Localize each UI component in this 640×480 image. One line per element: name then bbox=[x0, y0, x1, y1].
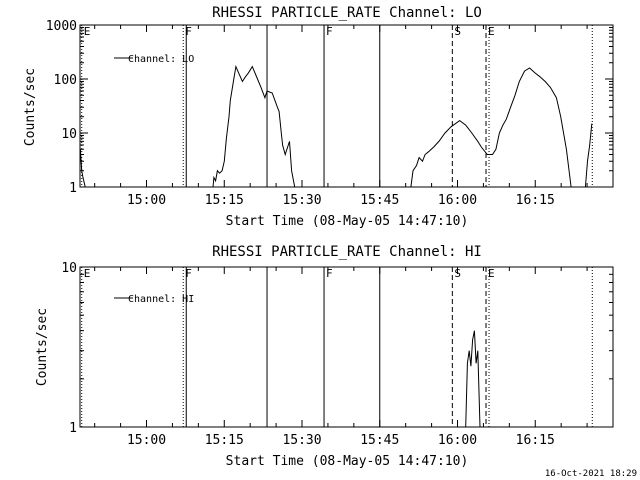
lo-event-marker-label: F bbox=[185, 25, 192, 38]
lo-x-tick-label: 15:45 bbox=[360, 193, 399, 208]
lo-x-tick-label: 16:15 bbox=[516, 193, 555, 208]
hi-event-marker-label: E bbox=[84, 267, 91, 280]
lo-event-marker-label: F bbox=[326, 25, 333, 38]
lo-plot-frame bbox=[79, 24, 614, 188]
hi-y-tick-label: 10 bbox=[61, 261, 77, 276]
hi-y-tick-label: 1 bbox=[69, 421, 77, 436]
lo-plot-marks: 15:00 15:15 15:30 15:45 16:00 16:15 1 10 100 1000… bbox=[46, 19, 613, 208]
hi-x-tick-label: 16:00 bbox=[438, 433, 477, 448]
hi-legend-label: Channel: HI bbox=[128, 294, 194, 305]
hi-event-marker-label: F bbox=[326, 267, 333, 280]
lo-x-tick-label: 15:15 bbox=[205, 193, 244, 208]
lo-x-tick-label: 15:30 bbox=[282, 193, 321, 208]
hi-event-marker-label: S bbox=[454, 267, 461, 280]
hi-event-marker-label: F bbox=[185, 267, 192, 280]
lo-event-marker-label: E bbox=[488, 25, 495, 38]
hi-chart-title: RHESSI PARTICLE_RATE Channel: HI bbox=[212, 244, 482, 260]
lo-series-line bbox=[212, 64, 296, 188]
lo-x-axis-label: Start Time (08-May-05 14:47:10) bbox=[226, 214, 469, 229]
lo-event-marker-label: S bbox=[454, 25, 461, 38]
hi-series-line bbox=[465, 330, 481, 428]
hi-x-tick-label: 15:00 bbox=[127, 433, 166, 448]
lo-x-tick-label: 16:00 bbox=[438, 193, 477, 208]
lo-x-tick-label: 15:00 bbox=[127, 193, 166, 208]
hi-y-axis-label: Counts/sec bbox=[35, 308, 50, 386]
lo-chart-title: RHESSI PARTICLE_RATE Channel: LO bbox=[212, 5, 482, 21]
footer-timestamp: 16-Oct-2021 18:29 bbox=[545, 469, 637, 479]
lo-series-line bbox=[79, 149, 86, 188]
lo-y-tick-label: 100 bbox=[54, 73, 77, 88]
lo-series-line bbox=[410, 67, 572, 188]
lo-series-line bbox=[584, 123, 593, 188]
lo-y-axis-label: Counts/sec bbox=[23, 68, 38, 146]
hi-x-tick-label: 16:15 bbox=[516, 433, 555, 448]
hi-plot-frame bbox=[79, 266, 614, 428]
hi-event-marker-label: E bbox=[488, 267, 495, 280]
lo-y-tick-label: 1000 bbox=[46, 19, 77, 34]
hi-x-axis-label: Start Time (08-May-05 14:47:10) bbox=[226, 454, 469, 469]
hi-plot-marks: 15:00 15:15 15:30 15:45 16:00 16:15 1 10 E F F S E bbox=[61, 261, 613, 448]
lo-event-marker-label: E bbox=[84, 25, 91, 38]
lo-y-tick-label: 1 bbox=[69, 181, 77, 196]
hi-x-tick-label: 15:15 bbox=[205, 433, 244, 448]
hi-x-tick-label: 15:30 bbox=[282, 433, 321, 448]
lo-y-tick-label: 10 bbox=[61, 127, 77, 142]
lo-legend-label: Channel: LO bbox=[128, 54, 194, 65]
hi-x-tick-label: 15:45 bbox=[360, 433, 399, 448]
